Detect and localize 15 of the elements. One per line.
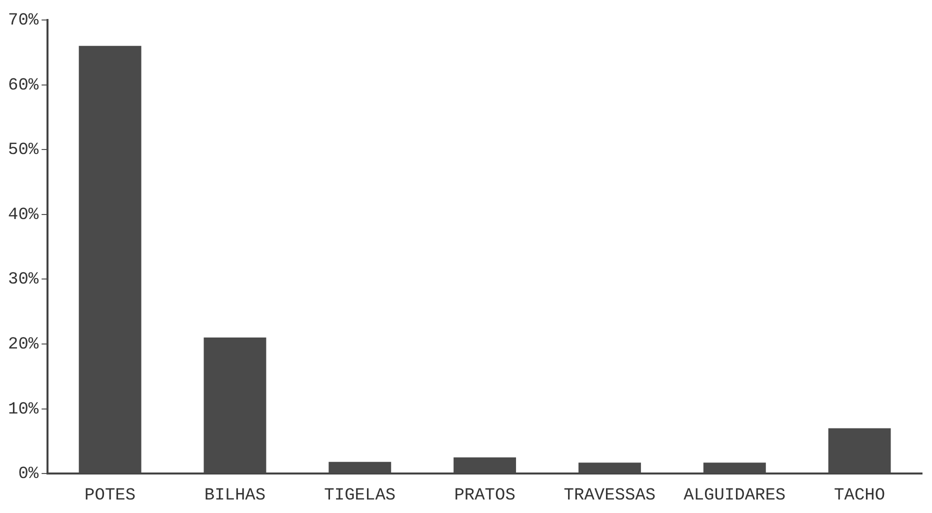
- y-tick-label: 40%: [8, 206, 40, 225]
- y-tick-label: 50%: [8, 141, 40, 160]
- x-tick-label: TACHO: [834, 486, 886, 506]
- y-tick-label: 0%: [18, 465, 40, 484]
- x-tick-label: POTES: [84, 486, 136, 506]
- y-tick-label: 20%: [8, 336, 40, 354]
- y-tick-label: 10%: [8, 400, 40, 420]
- y-tick-label: 30%: [8, 270, 40, 290]
- y-tick-label: 70%: [8, 12, 40, 30]
- x-tick-label: ALGUIDARES: [684, 486, 786, 506]
- x-tick-label: TRAVESSAS: [564, 486, 656, 506]
- x-tick-label: BILHAS: [204, 486, 266, 506]
- y-tick-label: 60%: [8, 76, 40, 96]
- x-tick-label: TIGELAS: [324, 486, 396, 506]
- x-tick-label: PRATOS: [454, 486, 516, 506]
